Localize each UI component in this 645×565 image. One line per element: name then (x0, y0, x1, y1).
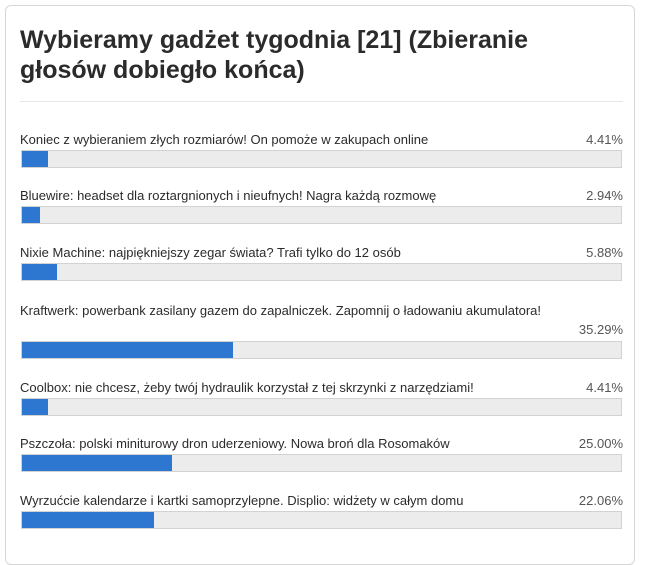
option-label: Bluewire: headset dla roztargnionych i n… (20, 188, 437, 203)
result-bar (21, 150, 622, 168)
result-bar-fill (22, 207, 40, 223)
option-label: Nixie Machine: najpiękniejszy zegar świa… (20, 245, 401, 260)
result-bar (21, 511, 622, 529)
option-label: Coolbox: nie chcesz, żeby twój hydraulik… (20, 380, 474, 395)
option-percent: 2.94% (586, 188, 623, 203)
result-bar (21, 454, 622, 472)
option-label: Pszczoła: polski miniturowy dron uderzen… (20, 436, 450, 451)
result-bar-fill (22, 512, 155, 528)
result-bar-fill (22, 264, 58, 280)
option-label: Wyrzućcie kalendarze i kartki samoprzyle… (20, 493, 464, 508)
option-percent: 35.29% (578, 322, 623, 337)
result-bar-fill (22, 455, 172, 471)
title-divider (20, 101, 623, 102)
result-bar-fill (22, 342, 234, 358)
poll-title: Wybieramy gadżet tygodnia [21] (Zbierani… (20, 26, 528, 84)
result-bar (21, 263, 622, 281)
result-bar (21, 398, 622, 416)
option-percent: 4.41% (586, 380, 623, 395)
option-percent: 22.06% (578, 493, 623, 508)
option-label: Koniec z wybieraniem złych rozmiarów! On… (20, 132, 429, 147)
result-bar-fill (22, 399, 49, 415)
poll-card: Wybieramy gadżet tygodnia [21] (Zbierani… (5, 5, 635, 565)
result-bar-fill (22, 151, 49, 167)
option-percent: 5.88% (586, 245, 623, 260)
option-label: Kraftwerk: powerbank zasilany gazem do z… (20, 303, 541, 318)
option-percent: 25.00% (578, 436, 623, 451)
result-bar (21, 341, 622, 359)
result-bar (21, 206, 622, 224)
option-percent: 4.41% (586, 132, 623, 147)
